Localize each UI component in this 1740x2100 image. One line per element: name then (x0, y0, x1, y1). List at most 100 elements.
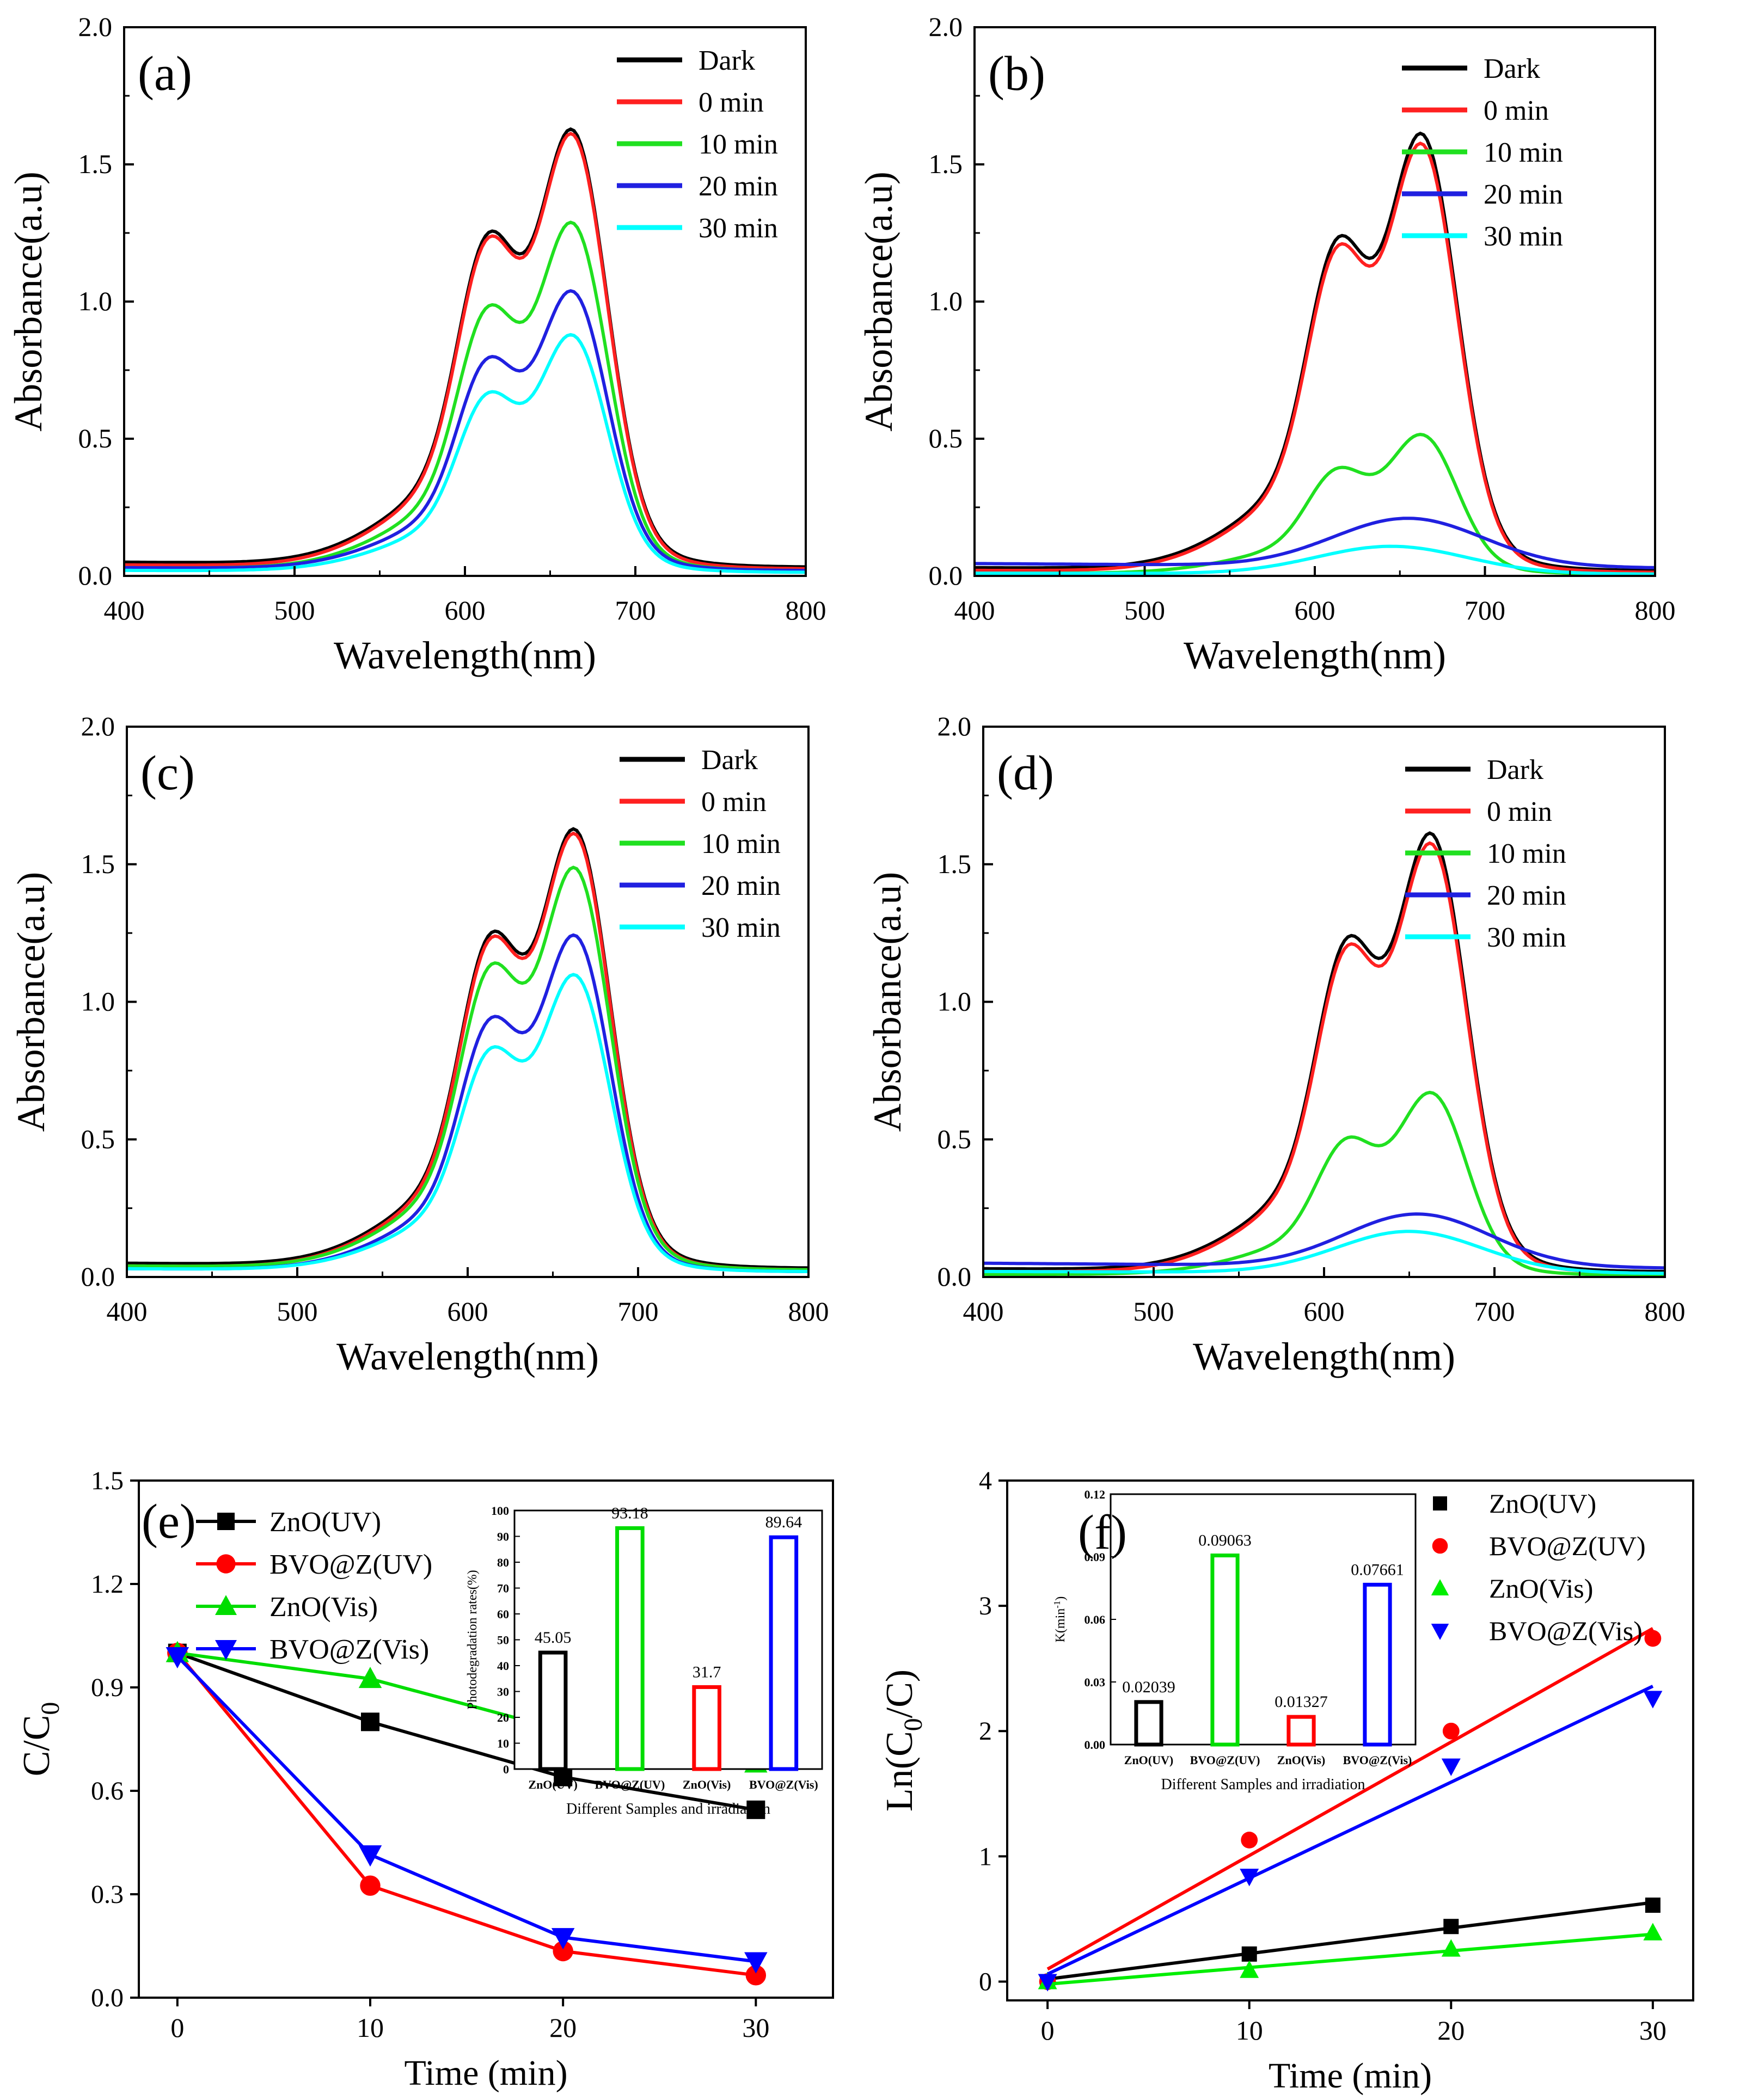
inset-y-tick-label: 90 (497, 1530, 509, 1544)
y-tick-label: 1.5 (81, 849, 115, 879)
x-tick-label: 600 (1295, 595, 1335, 625)
x-axis-label: Wavelength(nm) (1193, 1335, 1455, 1378)
y-tick-label: 0.9 (91, 1673, 124, 1702)
y-tick-label: 2.0 (929, 11, 963, 42)
inset-x-axis-label: Different Samples and irradiation (1161, 1776, 1365, 1793)
series-line-20-min (127, 933, 808, 1273)
panel-label: (f) (1078, 1506, 1127, 1559)
y-tick-label: 0.5 (78, 423, 113, 453)
inset-y-tick-label: 40 (497, 1659, 509, 1673)
inset-category-label: ZnO(Vis) (683, 1778, 731, 1791)
data-point-znovis (1240, 1960, 1259, 1978)
series-line-30-min (124, 333, 806, 574)
panel-label: (b) (988, 47, 1045, 101)
y-tick-label: 0.0 (78, 560, 113, 591)
legend-label: BVO@Z(UV) (269, 1549, 432, 1580)
inset-y-axis-label: K(min-1) (1052, 1597, 1068, 1643)
data-point-bvozuv (1241, 1832, 1258, 1849)
series-line-20-min (974, 517, 1656, 569)
inset-y-tick-label: 70 (497, 1582, 509, 1595)
x-tick-label: 800 (1635, 595, 1676, 625)
data-point-bvozuv (360, 1875, 381, 1896)
y-axis-label: Absorbance(a.u) (866, 872, 909, 1132)
inset-bar-label: 0.01327 (1275, 1693, 1328, 1711)
x-tick-label: 400 (104, 595, 145, 625)
x-tick-label: 400 (954, 595, 995, 625)
legend-label: ZnO(Vis) (269, 1592, 378, 1623)
data-point-bvozvis (1643, 1691, 1663, 1709)
data-point-bvozuv (1442, 1722, 1460, 1740)
x-tick-label: 600 (448, 1296, 488, 1327)
panel-a: 400 500 600 700 800 0.0 0.5 1.0 1.5 2.0 Wavelength… (7, 11, 826, 677)
panel-b: 400 500 600 700 800 0.0 0.5 1.0 1.5 2.0 Wavelength… (857, 11, 1676, 677)
data-point-bvozuv (745, 1965, 767, 1986)
series-line-30-min (983, 1230, 1665, 1275)
fit-line-znouv (1047, 1901, 1653, 1981)
inset-bar-label: 31.7 (693, 1663, 721, 1681)
y-tick-label: 1.5 (91, 1466, 124, 1495)
inset-bar (1286, 1715, 1316, 1747)
y-tick-label: 0.5 (929, 423, 963, 453)
series-line-30-min (975, 544, 1655, 576)
series-line-10-min (124, 220, 806, 572)
x-axis-label: Wavelength(nm) (334, 634, 596, 677)
inset-category-label: ZnO(Vis) (1277, 1753, 1325, 1767)
panel-d: 400 500 600 700 800 0.0 0.5 1.0 1.5 2.0 Wavelength… (866, 711, 1686, 1378)
inset-x-axis-label: Different Samples and irradiation (566, 1801, 770, 1817)
data-point-bvozvis (1038, 1974, 1057, 1992)
data-point-bvozvis (166, 1647, 189, 1669)
y-tick-label: 3 (979, 1592, 992, 1620)
inset-y-tick-label: 0.12 (1085, 1488, 1106, 1501)
inset-bar-chart: 0.00 0.03 0.06 0.09 0.12 0.02039 ZnO(UV) 0.0906… (1085, 1488, 1417, 1793)
legend-label: 0 min (1484, 95, 1549, 126)
series-line-znouv (176, 1651, 756, 1812)
legend-label: 30 min (701, 912, 781, 943)
inset-y-tick-label: 0.06 (1085, 1613, 1106, 1626)
y-tick-label: 0.5 (81, 1123, 115, 1154)
legend-marker (1433, 1496, 1447, 1510)
legend-label: 30 min (1484, 221, 1563, 252)
y-tick-label: 0.0 (81, 1261, 115, 1292)
legend-label: 0 min (1487, 796, 1552, 827)
x-tick-label: 800 (788, 1296, 829, 1327)
legend-label: BVO@Z(UV) (1489, 1531, 1646, 1561)
x-tick-label: 20 (549, 2012, 577, 2043)
data-point-znovis (358, 1667, 382, 1688)
y-tick-label: 2 (979, 1717, 992, 1746)
x-axis-label: Time (min) (1269, 2056, 1432, 2096)
inset-y-tick-label: 100 (491, 1504, 509, 1518)
inset-bar-chart: 0 10 20 30 40 50 60 70 80 90 100 45.05 ZnO(UV) 93.18 B… (491, 1504, 823, 1817)
inset-bar-label: 45.05 (535, 1629, 572, 1647)
legend-marker (216, 1554, 236, 1574)
inset-bar (692, 1685, 721, 1771)
fit-line-bvozvis (1046, 1685, 1654, 1976)
panel-e: 0 10 20 30 0.0 0.3 0.6 0.9 1.2 1.5 Time (min) C/C0 0… (16, 1466, 834, 2093)
series-line-10-min (127, 865, 809, 1272)
x-axis-label: Time (min) (404, 2053, 567, 2093)
x-tick-label: 400 (963, 1296, 1004, 1327)
y-axis-label: Absorbance(a.u) (857, 171, 900, 432)
x-tick-label: 500 (1134, 1296, 1174, 1327)
y-tick-label: 0.0 (91, 1984, 124, 2012)
plot-frame (982, 726, 1666, 1278)
legend-label: 20 min (701, 870, 781, 901)
y-tick-label: 1.5 (929, 149, 963, 179)
inset-y-tick-label: 80 (497, 1556, 509, 1569)
legend-label: ZnO(UV) (269, 1507, 381, 1538)
x-tick-label: 800 (786, 595, 826, 625)
inset-y-tick-label: 0.03 (1085, 1675, 1106, 1689)
x-tick-label: 500 (1124, 595, 1165, 625)
series-line-bvozvis (176, 1655, 756, 1963)
y-tick-label: 2.0 (78, 11, 113, 42)
x-tick-label: 30 (742, 2012, 769, 2043)
panel-label: (e) (142, 1495, 196, 1549)
y-tick-label: 2.0 (81, 711, 115, 741)
y-tick-label: 0.0 (929, 560, 963, 591)
series-line-10-min (975, 433, 1655, 576)
data-point-znovis (1643, 1923, 1663, 1941)
x-tick-label: 800 (1645, 1296, 1686, 1327)
y-tick-label: 4 (979, 1466, 992, 1495)
fit-line-znovis (1047, 1932, 1653, 1986)
